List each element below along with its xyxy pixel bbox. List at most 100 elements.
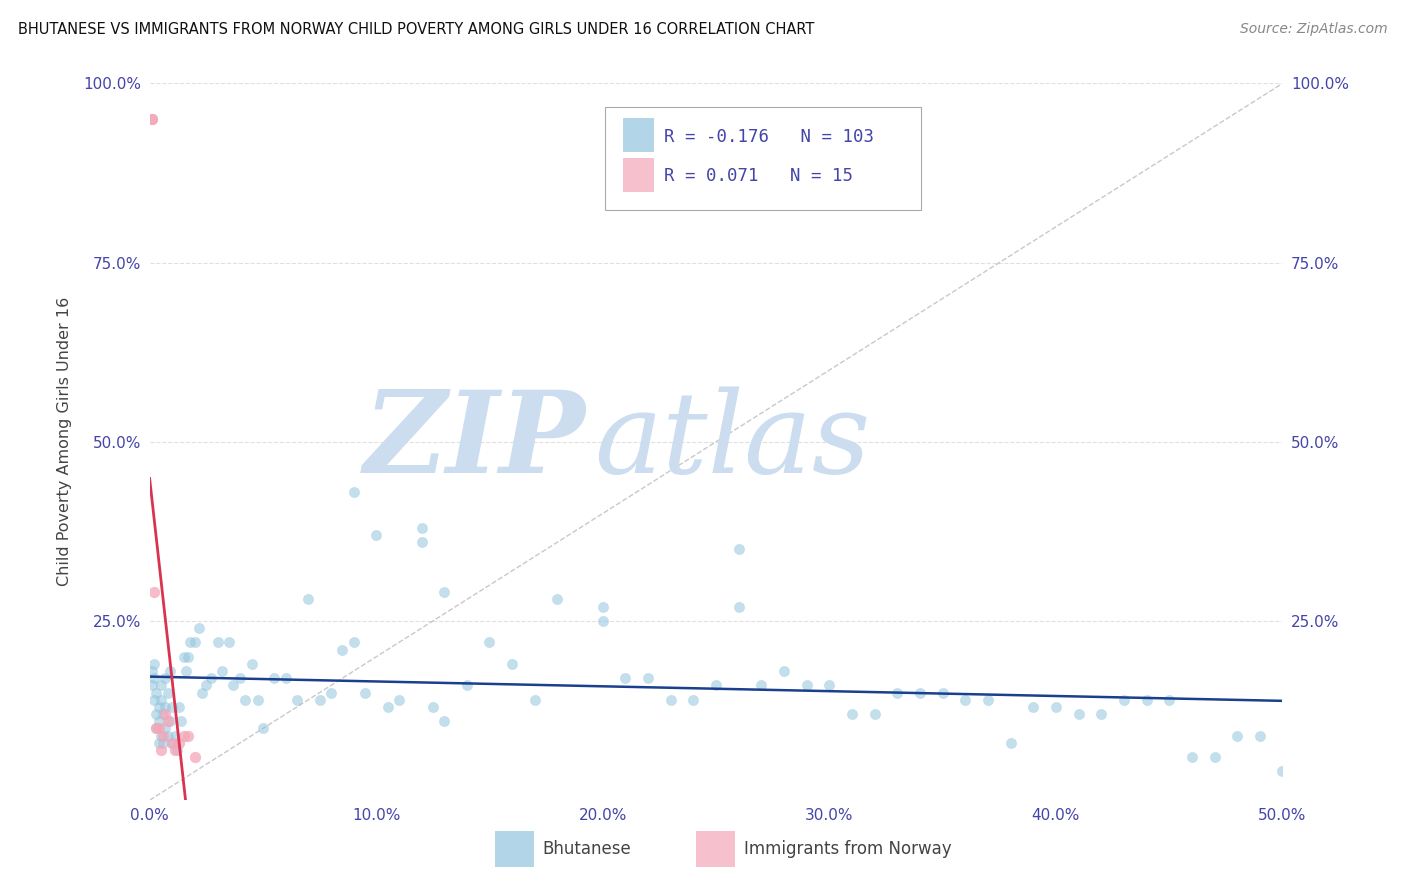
Point	[1090, 707, 1112, 722]
Point	[319, 686, 342, 700]
Point	[252, 722, 274, 736]
Point	[523, 693, 546, 707]
Point	[637, 671, 659, 685]
Point	[931, 686, 953, 700]
Point	[218, 635, 240, 649]
Point	[149, 693, 172, 707]
Point	[143, 657, 166, 671]
Text: Bhutanese: Bhutanese	[543, 840, 631, 858]
Point	[170, 714, 193, 729]
Point	[285, 693, 308, 707]
Point	[1045, 700, 1067, 714]
Point	[156, 729, 179, 743]
Point	[1135, 693, 1157, 707]
Point	[141, 112, 163, 127]
Point	[247, 693, 270, 707]
Point	[143, 671, 166, 685]
Point	[659, 693, 682, 707]
Point	[141, 664, 163, 678]
Point	[263, 671, 285, 685]
Point	[149, 678, 172, 692]
Point	[297, 592, 319, 607]
Point	[233, 693, 256, 707]
Point	[159, 664, 181, 678]
Point	[841, 707, 863, 722]
Point	[955, 693, 977, 707]
Point	[177, 729, 200, 743]
Point	[478, 635, 501, 649]
Point	[155, 707, 177, 722]
Point	[141, 112, 163, 127]
Point	[366, 528, 388, 542]
Point	[773, 664, 796, 678]
Point	[188, 621, 211, 635]
Point	[173, 649, 195, 664]
Point	[1204, 750, 1226, 764]
Point	[174, 664, 197, 678]
Point	[592, 614, 614, 628]
Point	[614, 671, 637, 685]
Point	[1159, 693, 1181, 707]
Point	[162, 700, 184, 714]
Point	[592, 599, 614, 614]
Text: R = -0.176   N = 103: R = -0.176 N = 103	[664, 128, 873, 145]
Point	[155, 722, 177, 736]
Point	[149, 729, 172, 743]
Point	[342, 635, 364, 649]
Point	[163, 729, 186, 743]
Point	[1249, 729, 1271, 743]
Point	[149, 743, 172, 757]
Point	[546, 592, 568, 607]
Point	[240, 657, 263, 671]
Point	[908, 686, 931, 700]
Point	[145, 707, 167, 722]
Point	[422, 700, 444, 714]
Point	[977, 693, 1000, 707]
Point	[143, 585, 166, 599]
Y-axis label: Child Poverty Among Girls Under 16: Child Poverty Among Girls Under 16	[58, 297, 72, 586]
Point	[156, 714, 179, 729]
Point	[377, 700, 399, 714]
Point	[155, 700, 177, 714]
Point	[274, 671, 297, 685]
Point	[177, 649, 200, 664]
Point	[195, 678, 218, 692]
Point	[411, 535, 433, 549]
Point	[1000, 736, 1022, 750]
Point	[148, 714, 170, 729]
Point	[207, 635, 229, 649]
Point	[184, 635, 207, 649]
Point	[863, 707, 886, 722]
Point	[162, 736, 184, 750]
Text: ZIP: ZIP	[364, 386, 586, 498]
Point	[184, 750, 207, 764]
Text: R = 0.071   N = 15: R = 0.071 N = 15	[664, 167, 852, 185]
Point	[1271, 764, 1294, 779]
Point	[796, 678, 818, 692]
Point	[145, 722, 167, 736]
Point	[354, 686, 377, 700]
Text: atlas: atlas	[593, 386, 870, 497]
Point	[148, 700, 170, 714]
Point	[1226, 729, 1249, 743]
Point	[152, 707, 174, 722]
Point	[145, 686, 167, 700]
Point	[330, 642, 353, 657]
Text: Immigrants from Norway: Immigrants from Norway	[744, 840, 952, 858]
Point	[229, 671, 252, 685]
Point	[727, 542, 749, 557]
Point	[163, 743, 186, 757]
Point	[1067, 707, 1090, 722]
Point	[308, 693, 330, 707]
Text: BHUTANESE VS IMMIGRANTS FROM NORWAY CHILD POVERTY AMONG GIRLS UNDER 16 CORRELATI: BHUTANESE VS IMMIGRANTS FROM NORWAY CHIL…	[18, 22, 814, 37]
Point	[155, 671, 177, 685]
Point	[727, 599, 749, 614]
Point	[1181, 750, 1204, 764]
Point	[159, 714, 181, 729]
Point	[1022, 700, 1045, 714]
Point	[148, 722, 170, 736]
Point	[167, 700, 190, 714]
Point	[818, 678, 841, 692]
Point	[190, 686, 212, 700]
Point	[148, 736, 170, 750]
